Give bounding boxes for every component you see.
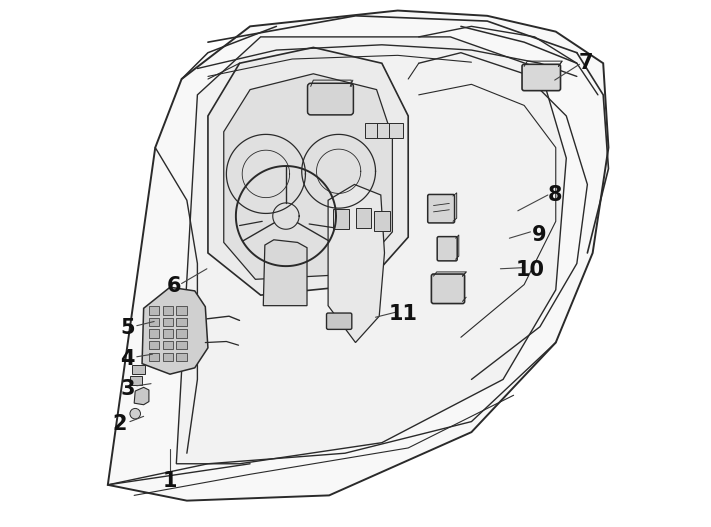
Text: 10: 10 <box>516 260 545 280</box>
Circle shape <box>130 408 141 419</box>
Bar <box>365 123 379 138</box>
Bar <box>374 211 390 231</box>
Text: 6: 6 <box>166 276 181 296</box>
Bar <box>149 329 159 338</box>
Bar <box>176 329 187 338</box>
Polygon shape <box>176 37 566 464</box>
Text: 3: 3 <box>121 379 135 399</box>
Text: 5: 5 <box>121 318 135 338</box>
Bar <box>163 353 173 361</box>
Bar <box>377 123 391 138</box>
FancyBboxPatch shape <box>437 237 457 261</box>
Polygon shape <box>224 74 392 279</box>
Bar <box>163 318 173 326</box>
FancyBboxPatch shape <box>326 313 352 329</box>
Bar <box>176 318 187 326</box>
Bar <box>132 365 145 374</box>
Bar <box>163 329 173 338</box>
Polygon shape <box>134 387 149 405</box>
Bar <box>149 353 159 361</box>
Text: 7: 7 <box>579 53 594 73</box>
Bar <box>333 209 349 229</box>
Polygon shape <box>328 184 385 343</box>
Bar <box>130 376 141 385</box>
FancyBboxPatch shape <box>428 194 454 223</box>
Polygon shape <box>108 11 609 501</box>
Text: 8: 8 <box>547 185 562 205</box>
Bar <box>149 341 159 349</box>
Bar <box>163 341 173 349</box>
Bar <box>149 318 159 326</box>
Bar <box>176 341 187 349</box>
Text: 11: 11 <box>388 304 417 324</box>
FancyBboxPatch shape <box>308 83 353 115</box>
Bar <box>163 306 173 315</box>
Bar <box>176 353 187 361</box>
Bar <box>356 208 371 228</box>
Polygon shape <box>263 240 307 306</box>
Bar <box>176 306 187 315</box>
FancyBboxPatch shape <box>432 274 464 304</box>
Text: 1: 1 <box>163 471 177 491</box>
Polygon shape <box>142 287 208 374</box>
Text: 4: 4 <box>121 349 135 369</box>
Text: 2: 2 <box>112 414 127 434</box>
FancyBboxPatch shape <box>522 64 560 91</box>
Bar <box>389 123 403 138</box>
Text: 9: 9 <box>532 225 546 245</box>
Polygon shape <box>208 47 408 295</box>
Bar <box>149 306 159 315</box>
